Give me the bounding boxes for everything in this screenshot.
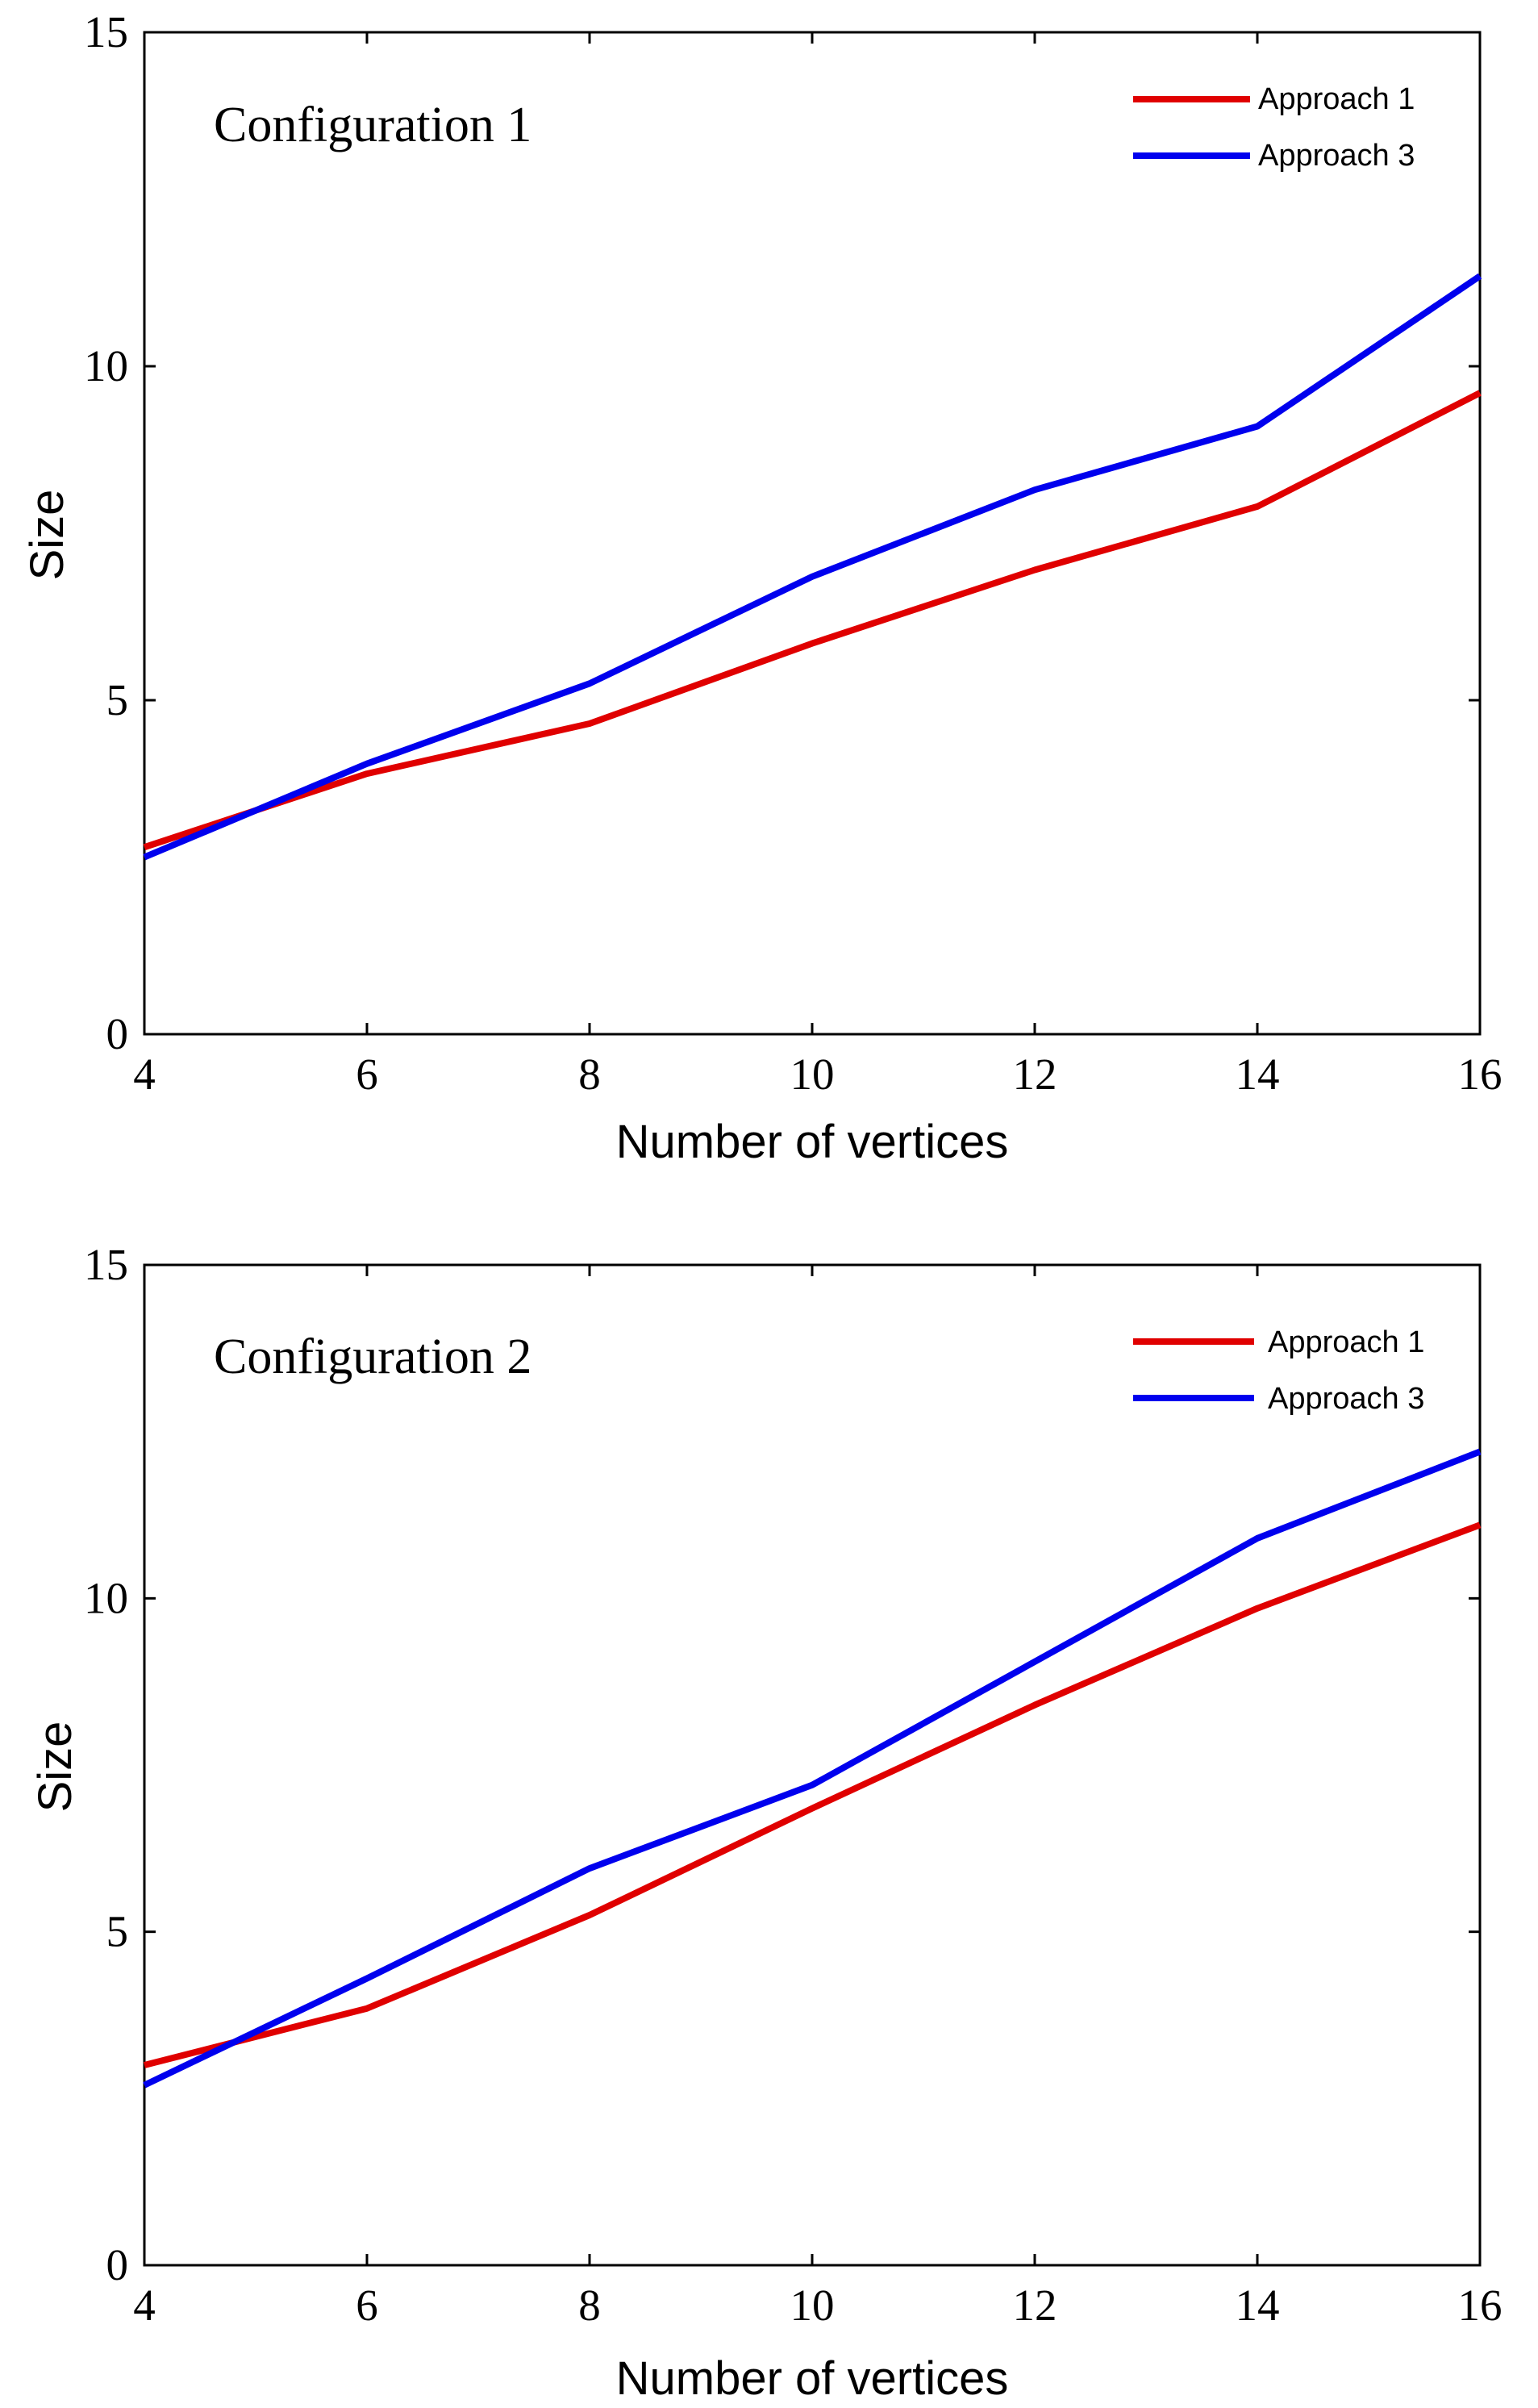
legend-label-approach-3: Approach 3: [1268, 1382, 1424, 1416]
x-axis-label: Number of vertices: [616, 1116, 1009, 1168]
x-tick-label: 14: [1236, 2281, 1280, 2330]
y-tick-label: 5: [106, 675, 129, 724]
x-tick-label: 16: [1458, 1050, 1503, 1099]
y-tick-label: 0: [106, 2240, 129, 2289]
y-tick-label: 10: [84, 341, 128, 390]
legend-label-approach-1: Approach 1: [1268, 1325, 1424, 1359]
legend: Approach 1 Approach 3: [1133, 1325, 1424, 1416]
y-tick-label: 0: [106, 1009, 129, 1058]
x-tick-label: 8: [578, 1050, 601, 1099]
y-tick-label: 10: [84, 1573, 128, 1622]
series-line-approach-1: [143, 390, 1482, 850]
x-tick-label: 4: [133, 2281, 156, 2330]
axis-ticks: 0 5 10 15 4 6 8 10 12 14 16: [84, 1240, 1503, 2330]
legend-label-approach-1: Approach 1: [1258, 82, 1415, 116]
y-tick-label: 15: [84, 1240, 128, 1289]
x-tick-label: 4: [133, 1050, 156, 1099]
x-tick-label: 12: [1013, 1050, 1057, 1099]
x-tick-label: 12: [1013, 2281, 1057, 2330]
y-axis-label: Size: [21, 490, 73, 581]
panel-annotation: Configuration 1: [214, 98, 531, 152]
legend: Approach 1 Approach 3: [1133, 82, 1415, 173]
x-tick-label: 16: [1458, 2281, 1503, 2330]
series-lines: [143, 1448, 1482, 2089]
x-tick-label: 8: [578, 2281, 601, 2330]
x-axis-label: Number of vertices: [616, 2352, 1009, 2405]
x-tick-label: 14: [1236, 1050, 1280, 1099]
y-tick-label: 15: [84, 7, 128, 56]
legend-label-approach-3: Approach 3: [1258, 139, 1415, 173]
x-tick-label: 6: [356, 1050, 378, 1099]
series-lines: [143, 273, 1482, 861]
series-line-approach-3: [143, 273, 1482, 861]
panel-annotation: Configuration 2: [214, 1329, 531, 1384]
series-line-approach-1: [144, 1521, 1482, 2068]
axis-ticks: 0 5 10 15 4 6 8 10 12 14 16: [84, 7, 1503, 1099]
x-tick-label: 6: [356, 2281, 378, 2330]
y-tick-label: 5: [106, 1907, 129, 1956]
chart-configuration-2: 0 5 10 15 4 6 8 10 12 14 16 Configuration 2 Number…: [29, 1240, 1503, 2405]
series-line-approach-3: [143, 1448, 1482, 2089]
x-tick-label: 10: [790, 1050, 835, 1099]
plot-frame: [143, 31, 1482, 1036]
y-axis-label: Size: [29, 1721, 81, 1813]
chart-configuration-1: 0 5 10 15 4 6 8 10 12 14 16 Configuration 1 Number…: [21, 7, 1503, 1168]
x-tick-label: 10: [790, 2281, 835, 2330]
